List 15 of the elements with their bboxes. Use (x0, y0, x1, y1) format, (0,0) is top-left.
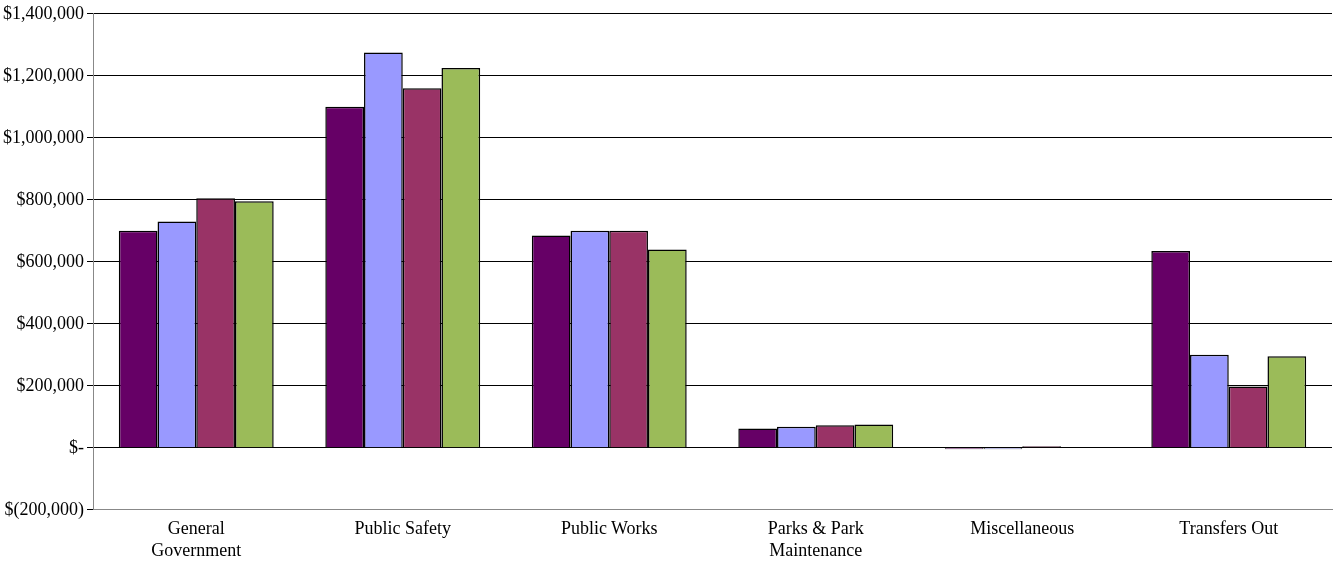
x-tick-label: Transfers Out (1179, 518, 1279, 539)
x-tick-label: Parks & Park Maintenance (767, 518, 864, 560)
y-tick-label: $400,000 (16, 312, 84, 333)
x-tick-label: General Government (151, 518, 242, 560)
x-tick-label: Miscellaneous (970, 518, 1075, 539)
y-tick-label: $1,200,000 (3, 64, 84, 85)
y-tick-label: $200,000 (16, 374, 84, 395)
x-tick-label: Public Safety (354, 518, 451, 539)
y-tick-label: $600,000 (16, 250, 84, 271)
y-tick-label: $800,000 (16, 188, 84, 209)
x-tick-label: Public Works (560, 518, 658, 539)
y-tick-label: $(200,000) (4, 498, 84, 520)
y-tick-label: $- (69, 436, 84, 457)
y-tick-label: $1,000,000 (3, 126, 84, 147)
y-tick-label: $1,400,000 (3, 2, 84, 23)
